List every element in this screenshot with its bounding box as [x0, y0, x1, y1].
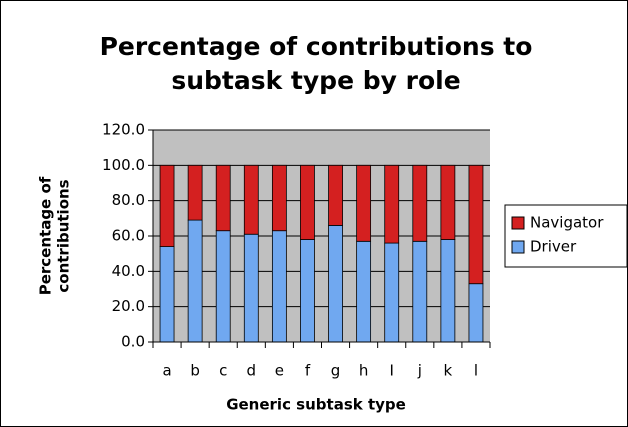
y-tick-label: 80.0 — [112, 191, 145, 209]
bar-segment — [328, 224, 343, 343]
legend-swatch — [511, 240, 525, 254]
bar-segment — [215, 164, 231, 232]
bar-segment — [300, 239, 315, 343]
bar-segment — [243, 164, 259, 235]
chart-title: subtask type by role — [171, 66, 460, 95]
bar-segment — [356, 240, 372, 343]
bar-segment — [271, 164, 287, 232]
bar-segment — [271, 230, 287, 343]
bar-segment — [384, 164, 400, 244]
legend-label: Navigator — [530, 214, 604, 232]
bar-segment — [243, 233, 259, 343]
y-axis-title: Percentage of — [37, 176, 55, 295]
x-tick-label: c — [219, 362, 227, 380]
x-tick-label: a — [162, 362, 171, 380]
bar-segment — [159, 164, 175, 247]
x-tick-label: k — [444, 362, 453, 380]
bar-segment — [356, 164, 372, 242]
bar-segment — [412, 164, 428, 242]
bar-segment — [468, 283, 484, 343]
bar-segment — [440, 164, 456, 240]
y-tick-label: 120.0 — [102, 121, 145, 139]
legend-swatch — [511, 216, 525, 230]
bar-segment — [468, 164, 484, 285]
y-tick-label: 40.0 — [112, 262, 145, 280]
x-tick-label: d — [247, 362, 257, 380]
y-tick-label: 100.0 — [102, 156, 145, 174]
x-tick-label: f — [305, 362, 311, 380]
bar-segment — [412, 240, 428, 343]
x-tick-label: I — [389, 362, 393, 380]
x-tick-label: l — [474, 362, 478, 380]
bar-segment — [187, 219, 203, 343]
x-axis-title: Generic subtask type — [226, 396, 406, 414]
bar-segment — [440, 239, 456, 343]
legend-label: Driver — [530, 238, 577, 256]
y-tick-label: 60.0 — [112, 227, 145, 245]
bar-segment — [300, 164, 315, 240]
bar-segment — [328, 164, 343, 226]
y-axis-title: contributions — [55, 179, 73, 292]
y-tick-label: 0.0 — [121, 333, 145, 351]
x-tick-label: h — [359, 362, 369, 380]
bar-segment — [159, 246, 175, 343]
bar-segment — [384, 242, 400, 343]
x-tick-label: e — [275, 362, 284, 380]
chart-title: Percentage of contributions to — [100, 32, 533, 61]
bar-segment — [215, 230, 231, 343]
x-tick-label: b — [190, 362, 200, 380]
bar-segment — [187, 164, 203, 221]
legend-box — [504, 204, 628, 268]
x-tick-label: g — [331, 362, 341, 380]
x-tick-label: j — [417, 362, 422, 380]
y-tick-label: 20.0 — [112, 297, 145, 315]
